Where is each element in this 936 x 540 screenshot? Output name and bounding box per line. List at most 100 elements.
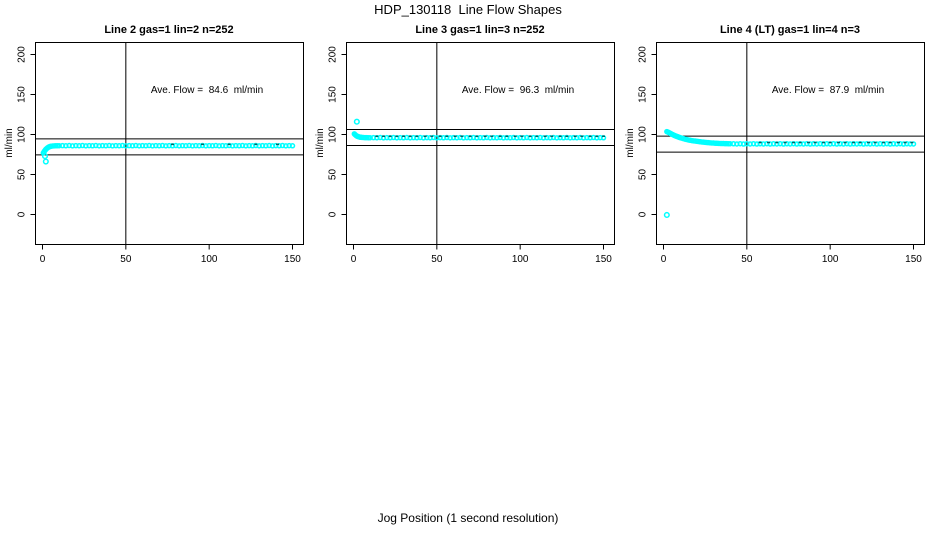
outlier-point: [42, 158, 49, 165]
x-tick-label: 0: [40, 254, 46, 265]
x-tick-label: 150: [284, 254, 301, 265]
panel-title-line3: Line 3 gas=1 lin=3 n=252: [415, 24, 545, 36]
plot-content: 0 50 100 150 200 0 50 100 150: [328, 42, 615, 265]
panel-title-line2: Line 2 gas=1 lin=2 n=252: [104, 24, 234, 36]
x-tick-label: 50: [120, 254, 132, 265]
overplot-speckle: [430, 135, 434, 138]
y-tick-label: 200: [328, 46, 339, 63]
overplot-speckle: [588, 135, 592, 138]
overplot-speckle: [813, 141, 817, 144]
x-tick-label: 0: [661, 254, 667, 265]
plot-panel-line2: ml/min 0 50 100 150 200 0 50 100 150: [4, 42, 304, 265]
overplot-speckle: [395, 135, 399, 138]
overplot-speckle: [460, 135, 464, 138]
y-tick-label: 100: [17, 126, 28, 143]
overplot-speckle: [867, 141, 871, 144]
x-tick-label: 50: [741, 254, 753, 265]
overplot-speckle: [468, 135, 472, 138]
overplot-speckle: [807, 141, 811, 144]
plot-box: [35, 42, 304, 245]
overplot-speckle: [382, 135, 386, 138]
overplot-speckle: [595, 135, 599, 138]
overplot-speckle: [453, 135, 457, 138]
ave-flow-annotation: Ave. Flow = 87.9 ml/min: [771, 85, 885, 96]
plot-content: 0 50 100 150 200 0 50 100 150: [638, 42, 925, 265]
overplot-speckle: [910, 141, 914, 144]
overplot-speckle: [490, 135, 494, 138]
y-tick-label: 0: [328, 211, 339, 217]
y-tick-label: 150: [17, 86, 28, 103]
x-axis-title: Jog Position (1 second resolution): [377, 511, 559, 525]
outlier-point: [41, 153, 49, 160]
y-tick-label: 100: [328, 126, 339, 143]
data-point: [289, 143, 296, 149]
overplot-speckle: [602, 135, 606, 138]
overplot-speckle: [580, 135, 584, 138]
overplot-speckle: [445, 135, 449, 138]
overplot-speckle: [843, 141, 847, 144]
x-tick-label: 0: [351, 254, 357, 265]
overplot-speckle: [402, 135, 406, 138]
overplot-speckle: [528, 135, 532, 138]
panel-title-line4: Line 4 (LT) gas=1 lin=4 n=3: [719, 24, 861, 36]
y-axis-label: ml/min: [4, 128, 15, 157]
overplot-speckle: [227, 143, 231, 146]
outlier-point: [353, 118, 360, 125]
y-tick-label: 50: [328, 169, 339, 181]
overplot-speckle: [543, 135, 547, 138]
overplot-speckle: [758, 141, 762, 144]
overplot-speckle: [423, 135, 427, 138]
overplot-speckle: [483, 135, 487, 138]
overplot-speckle: [837, 141, 841, 144]
figure-title: HDP_130118 Line Flow Shapes: [374, 2, 562, 17]
overplot-speckle: [558, 135, 562, 138]
overplot-speckle: [201, 143, 205, 146]
x-tick-label: 50: [431, 254, 443, 265]
overplot-speckle: [276, 143, 280, 146]
overplot-speckle: [903, 141, 907, 144]
overplot-speckle: [882, 141, 886, 144]
y-tick-label: 0: [17, 211, 28, 217]
overplot-speckle: [550, 135, 554, 138]
overplot-speckle: [535, 135, 539, 138]
overplot-speckle: [498, 135, 502, 138]
overplot-speckle: [513, 135, 517, 138]
y-axis-label: ml/min: [625, 128, 636, 157]
x-tick-label: 100: [512, 254, 529, 265]
plot-box: [656, 42, 925, 245]
plot-box: [346, 42, 615, 245]
y-tick-label: 200: [17, 46, 28, 63]
overplot-speckle: [520, 135, 524, 138]
overplot-speckle: [388, 135, 392, 138]
outlier-point: [663, 211, 670, 219]
overplot-speckle: [783, 141, 787, 144]
y-tick-label: 200: [638, 46, 649, 63]
overplot-speckle: [798, 141, 802, 144]
overplot-speckle: [573, 135, 577, 138]
y-tick-label: 0: [638, 211, 649, 217]
overplot-speckle: [767, 141, 771, 144]
overplot-speckle: [792, 141, 796, 144]
y-tick-label: 50: [638, 169, 649, 181]
overplot-speckle: [438, 135, 442, 138]
x-tick-label: 150: [595, 254, 612, 265]
overplot-speckle: [873, 141, 877, 144]
ave-flow-annotation: Ave. Flow = 84.6 ml/min: [150, 85, 264, 96]
plot-content: 0 50 100 150 200 0 50 100 150: [17, 42, 304, 265]
ave-flow-annotation: Ave. Flow = 96.3 ml/min: [461, 85, 575, 96]
x-tick-label: 150: [905, 254, 922, 265]
overplot-speckle: [828, 141, 832, 144]
overplot-speckle: [565, 135, 569, 138]
y-tick-label: 100: [638, 126, 649, 143]
overplot-speckle: [415, 135, 419, 138]
overplot-speckle: [505, 135, 509, 138]
overplot-speckle: [408, 135, 412, 138]
y-tick-label: 150: [638, 86, 649, 103]
overplot-speckle: [888, 141, 892, 144]
y-axis-label: ml/min: [315, 128, 326, 157]
overplot-speckle: [852, 141, 856, 144]
overplot-speckle: [254, 143, 258, 146]
y-tick-label: 150: [328, 86, 339, 103]
overplot-speckle: [775, 141, 779, 144]
